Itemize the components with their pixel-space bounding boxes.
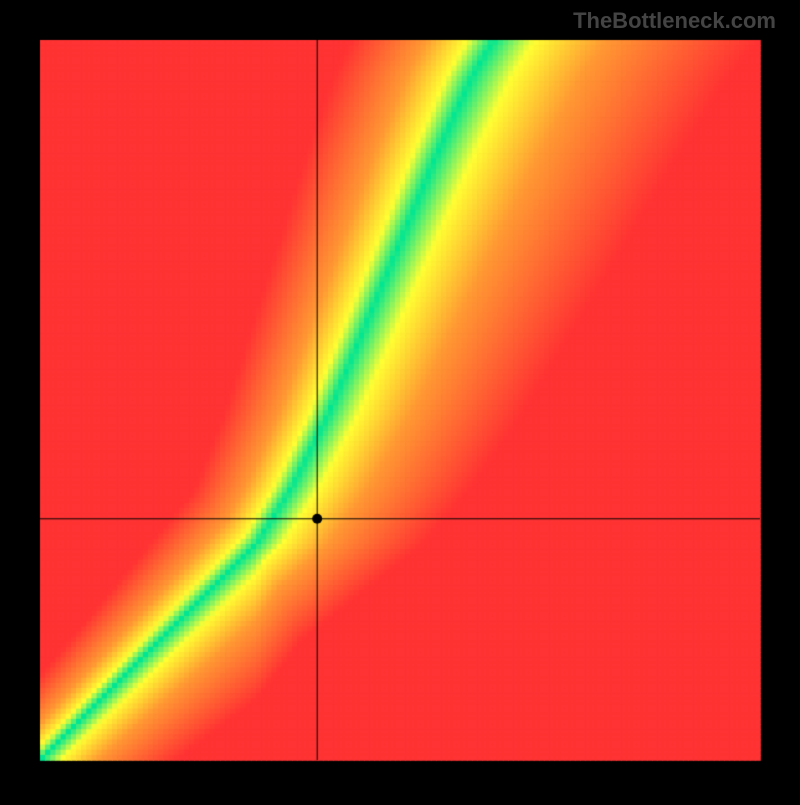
heatmap-canvas (0, 0, 800, 800)
heatmap-container (0, 0, 800, 800)
watermark-text: TheBottleneck.com (573, 8, 776, 34)
